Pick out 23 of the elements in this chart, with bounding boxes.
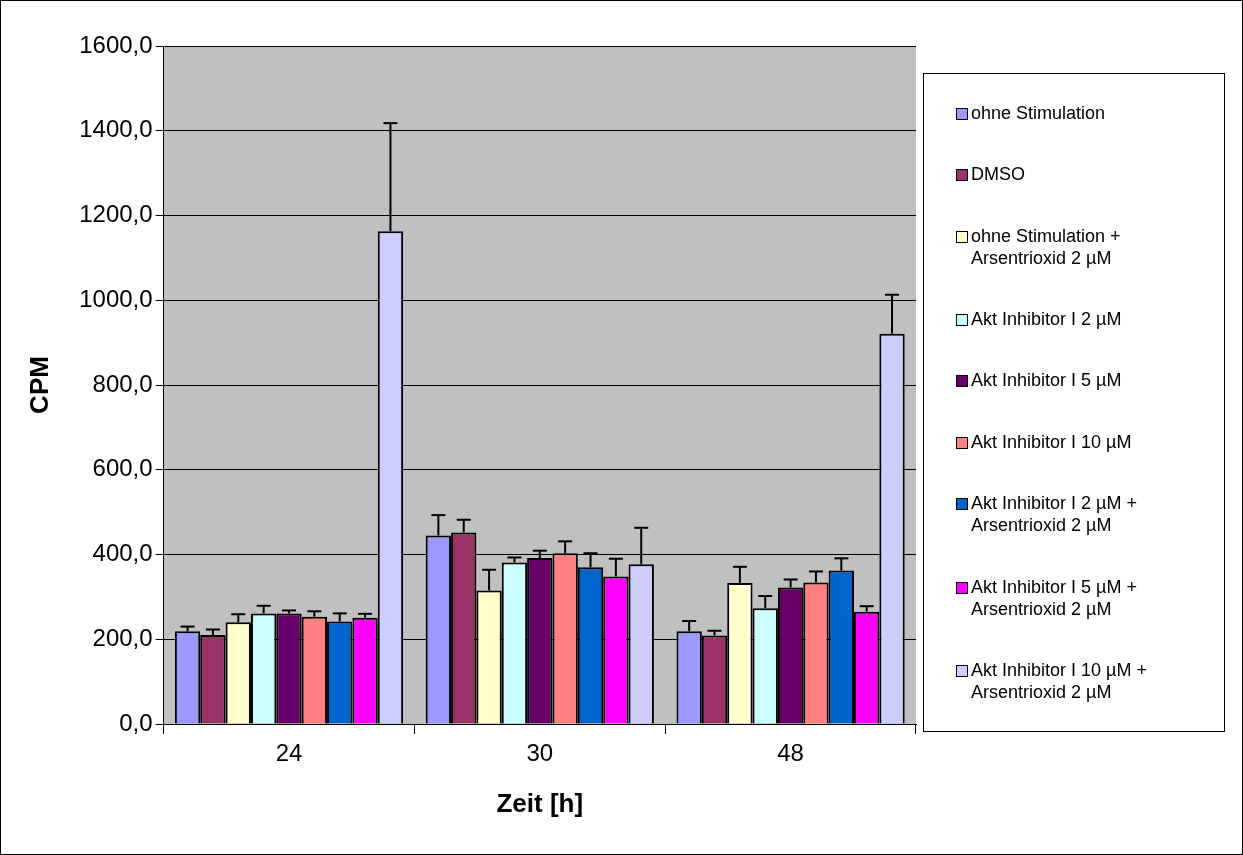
x-tick-label: 30 [526, 739, 554, 767]
legend-label: Akt Inhibitor I 2 µM [971, 308, 1122, 331]
legend-label: ohne Stimulation [971, 101, 1106, 124]
legend-label: Akt Inhibitor I 10 µM [971, 430, 1132, 453]
y-tick-label: 1200,0 [79, 200, 153, 228]
y-tick-label: 0,0 [119, 708, 153, 736]
legend-label: Akt Inhibitor I 5 µM [971, 369, 1122, 392]
legend-label: Akt Inhibitor I 5 µM + Arsentrioxid 2 µM [971, 575, 1138, 620]
y-tick-label: 800,0 [92, 369, 153, 397]
legend-label: ohne Stimulation + Arsentrioxid 2 µM [971, 224, 1122, 269]
y-tick-label: 400,0 [92, 539, 153, 567]
legend-label: DMSO [971, 163, 1025, 186]
y-tick-label: 600,0 [92, 454, 153, 482]
y-tick-label: 1600,0 [79, 30, 153, 58]
x-tick-label: 48 [777, 739, 804, 767]
x-tick-label: 24 [275, 739, 303, 767]
legend-label: Akt Inhibitor I 10 µM + Arsentrioxid 2 µM [971, 659, 1148, 704]
y-tick-label: 1000,0 [79, 284, 153, 312]
x-axis-title: Zeit [h] [496, 787, 584, 818]
y-tick-label: 200,0 [92, 623, 153, 651]
y-axis-title: CPM [23, 356, 54, 414]
y-tick-label: 1400,0 [79, 115, 153, 143]
legend-label: Akt Inhibitor I 2 µM + Arsentrioxid 2 µM [971, 492, 1138, 537]
